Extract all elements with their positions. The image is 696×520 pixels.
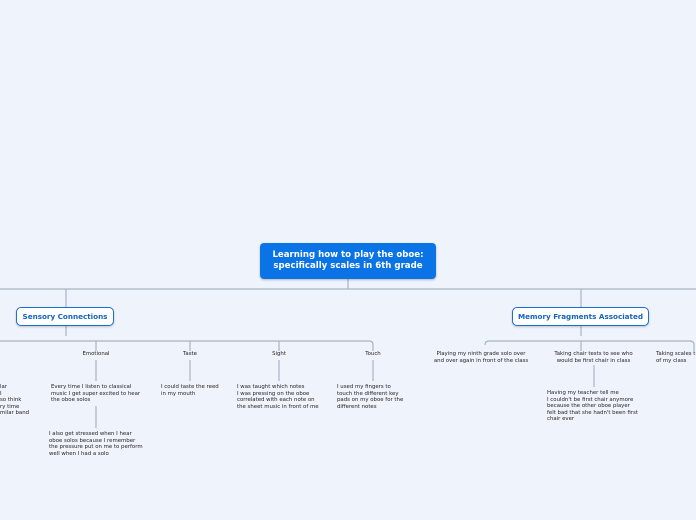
topic-emotional[interactable]: Emotional [82, 351, 110, 357]
note-sight: I was taught which notes I was pressing … [237, 384, 319, 410]
branch-memory-fragments[interactable]: Memory Fragments Associated [512, 307, 649, 326]
topic-taste[interactable]: Taste [183, 351, 197, 357]
topic-taking-scales[interactable]: Taking scales t of my class [656, 351, 696, 364]
topic-sight[interactable]: Sight [272, 351, 286, 357]
note-touch: I used my fingers to touch the different… [337, 384, 404, 410]
note-emotional-stressed: I also get stressed when I hear oboe sol… [49, 431, 143, 457]
note-chair-teacher: Having my teacher tell me I couldn't be … [547, 390, 638, 422]
topic-chair-tests[interactable]: Taking chair tests to see who would be f… [554, 351, 633, 364]
memory-bus [484, 340, 695, 351]
topic-touch[interactable]: Touch [365, 351, 381, 357]
branch-sensory-connections[interactable]: Sensory Connections [16, 307, 114, 326]
note-emotional-excited: Every time I listen to classical music I… [51, 384, 141, 403]
note-taste: I could taste the reed in my mouth [161, 384, 219, 397]
sensory-bus [0, 340, 374, 351]
sensory-left-fragment: lar I so think ry time milar band [0, 384, 30, 416]
topic-playing-solo[interactable]: Playing my ninth grade solo over and ove… [433, 351, 529, 364]
root-topic[interactable]: Learning how to play the oboe: specifica… [260, 243, 436, 279]
